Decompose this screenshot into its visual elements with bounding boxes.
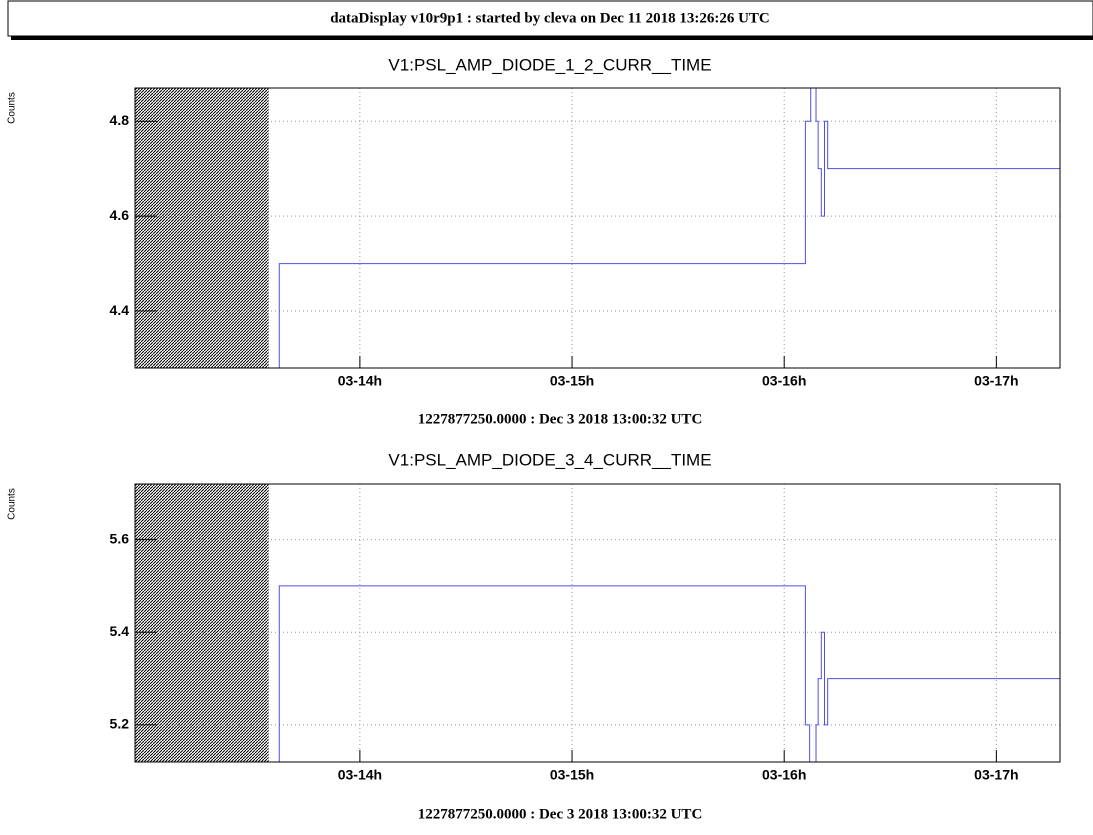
x-tick-label: 03-16h xyxy=(762,767,806,783)
no-data-region xyxy=(135,484,269,762)
x-axis-label: 1227877250.0000 : Dec 3 2018 13:00:32 UT… xyxy=(418,806,703,822)
y-tick-label: 4.6 xyxy=(110,207,130,223)
x-axis-label: 1227877250.0000 : Dec 3 2018 13:00:32 UT… xyxy=(418,411,703,427)
x-tick-label: 03-15h xyxy=(550,767,594,783)
header-box xyxy=(7,0,1093,37)
y-axis-label: Counts xyxy=(7,488,18,520)
x-tick-label: 03-17h xyxy=(974,373,1018,389)
x-tick-label: 03-14h xyxy=(338,373,382,389)
header-title: dataDisplay v10r9p1 : started by cleva o… xyxy=(330,10,770,26)
y-tick-label: 4.8 xyxy=(110,112,130,128)
x-tick-label: 03-16h xyxy=(762,373,806,389)
y-axis-label: Counts xyxy=(7,92,18,124)
x-tick-label: 03-17h xyxy=(974,767,1018,783)
y-tick-label: 4.4 xyxy=(110,302,130,318)
y-tick-label: 5.2 xyxy=(110,716,130,732)
plot-frame xyxy=(134,483,1061,763)
chart-title: V1:PSL_AMP_DIODE_1_2_CURR__TIME xyxy=(388,55,711,74)
data-line xyxy=(278,88,1060,368)
x-tick-label: 03-15h xyxy=(550,373,594,389)
y-tick-label: 5.4 xyxy=(110,623,130,639)
y-tick-label: 5.6 xyxy=(110,530,130,546)
x-tick-label: 03-14h xyxy=(338,767,382,783)
data-line xyxy=(278,585,1060,762)
chart-title: V1:PSL_AMP_DIODE_3_4_CURR__TIME xyxy=(388,450,711,469)
plot-frame xyxy=(134,87,1061,369)
no-data-region xyxy=(135,88,269,368)
